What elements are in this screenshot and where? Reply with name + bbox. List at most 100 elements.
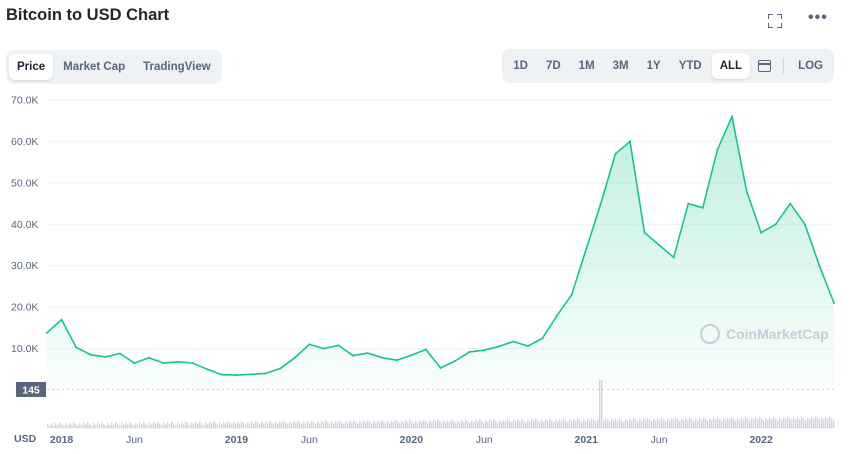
volume-bar [301,424,303,428]
volume-bar [241,420,243,428]
volume-bar [59,422,61,428]
volume-bar [129,421,131,428]
volume-bar [319,423,321,428]
range-1m[interactable]: 1M [578,60,595,72]
volume-bar [227,421,229,428]
volume-bar [205,422,207,428]
volume-bar [65,423,67,428]
range-1d[interactable]: 1D [513,60,528,72]
range-ytd[interactable]: YTD [678,60,702,72]
more-options-icon[interactable]: ••• [808,9,828,26]
tab-market-cap[interactable]: Market Cap [63,61,126,73]
price-point [381,356,384,359]
volume-bar [787,416,789,428]
volume-bar [189,424,191,428]
range-all[interactable]: ALL [711,53,751,79]
volume-bar [471,420,473,428]
volume-bar [507,418,509,428]
volume-bar [261,421,263,428]
volume-bar [519,421,521,428]
fullscreen-icon[interactable] [768,14,782,28]
volume-bar [149,422,151,428]
badge-label: 145 [22,385,40,397]
volume-bar [517,419,519,428]
price-point [585,248,588,251]
volume-bar [755,417,757,428]
volume-bar [761,418,763,428]
volume-bar [777,420,779,428]
volume-bar [813,418,815,428]
price-point [439,367,442,370]
volume-bar [409,419,411,428]
volume-bar [345,421,347,428]
top-icon-bar: ••• [768,9,828,28]
volume-bar [799,419,801,428]
calendar-icon[interactable] [758,60,772,72]
volume-bar [265,421,267,428]
volume-bar [229,422,231,428]
volume-bar [751,418,753,428]
volume-bar [157,421,159,428]
volume-bar [509,420,511,428]
range-3m[interactable]: 3M [612,60,629,72]
volume-bar [109,424,111,428]
volume-bar [307,421,309,428]
volume-bar [557,421,559,428]
volume-bar [221,424,223,428]
tab-tradingview[interactable]: TradingView [143,61,211,73]
volume-bar [645,420,647,428]
volume-bar [163,422,165,428]
volume-bar [117,423,119,428]
volume-bar [831,418,833,428]
volume-bar [175,425,177,428]
volume-bar [101,421,103,428]
volume-bar [283,420,285,428]
volume-bar [627,420,629,428]
volume-bar [537,420,539,428]
volume-bar [445,422,447,428]
volume-bar [521,418,523,428]
volume-bar [595,421,597,428]
price-point [206,368,209,371]
price-point [745,190,748,193]
volume-bar [555,419,557,428]
volume-bar [827,418,829,428]
volume-bar [663,419,665,428]
range-1y[interactable]: 1Y [646,60,661,72]
range-7d[interactable]: 7D [545,60,561,72]
volume-bar [687,419,689,428]
volume-bar [617,420,619,428]
volume-bar [615,418,617,428]
volume-bar [425,421,427,428]
volume-bar [67,425,69,428]
price-point [570,293,573,296]
log-scale-toggle[interactable]: LOG [798,60,823,72]
volume-bar [527,419,529,428]
volume-bar [743,419,745,428]
tab-price[interactable]: Price [9,54,54,80]
volume-bar [417,422,419,428]
volume-bar [677,419,679,428]
volume-bar [195,421,197,428]
volume-bar [675,417,677,428]
volume-bar [513,420,515,428]
volume-bar [49,425,51,428]
y-axis-ticks: 10.0K 20.0K 30.0K 40.0K 50.0K 60.0K 70.0K [11,95,38,356]
price-point [424,348,427,351]
y-tick-label: 50.0K [11,177,38,189]
volume-bar [197,423,199,428]
price-point [628,140,631,143]
x-tick-label: Jun [126,434,143,446]
volume-bar [657,418,659,428]
volume-bar [371,423,373,428]
price-point [118,352,121,355]
volume-bar [725,420,727,428]
volume-bar [263,423,265,428]
volume-bar [121,423,123,428]
volume-bar [379,422,381,428]
volume-bar [569,419,571,428]
x-tick-label: 2022 [749,434,773,446]
volume-bar [339,420,341,428]
volume-bar [717,417,719,428]
volume-bar [449,421,451,428]
